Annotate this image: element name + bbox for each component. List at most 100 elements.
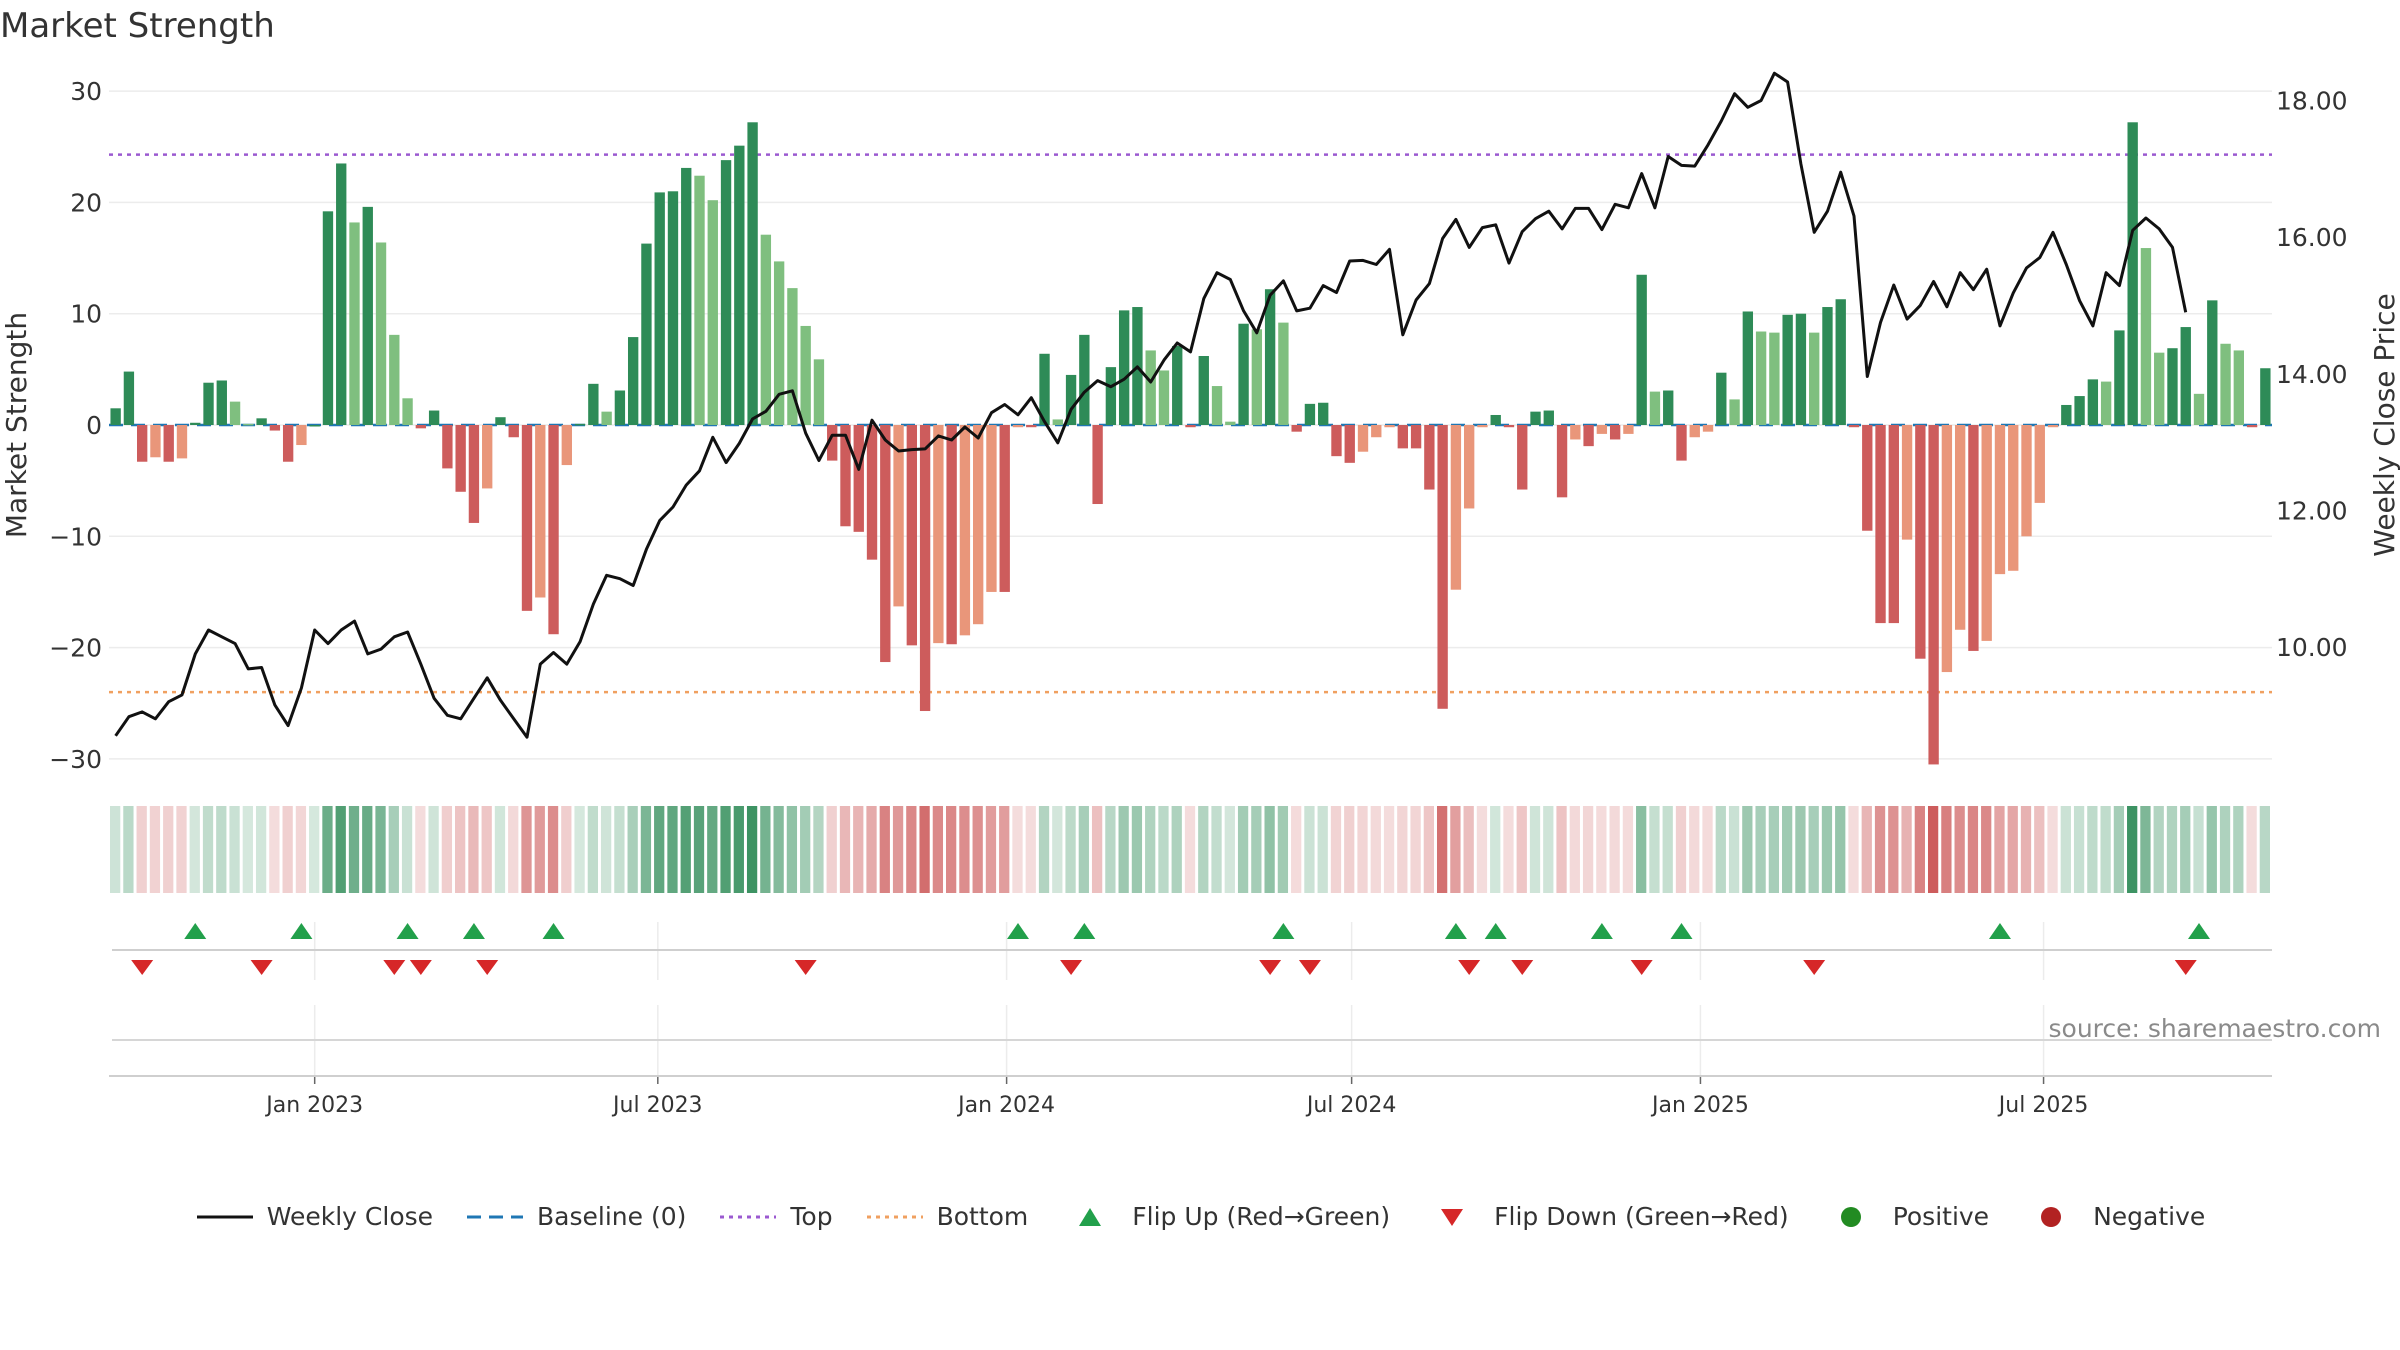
legend-flip-down: Flip Down (Green→Red) — [1422, 1202, 1789, 1231]
heat-cell — [932, 806, 944, 893]
legend-baseline: Baseline (0) — [465, 1202, 686, 1231]
strength-bar — [402, 398, 413, 425]
flip-down-marker — [2174, 960, 2197, 975]
triangle-up-icon — [1079, 1207, 1102, 1226]
y-tick-label: 20 — [70, 188, 102, 217]
strength-bar — [999, 425, 1010, 592]
strength-bar — [614, 390, 626, 425]
strength-bar — [1105, 367, 1117, 425]
strength-bar — [747, 122, 758, 426]
legend-baseline-label: Baseline (0) — [537, 1202, 687, 1231]
bottom-swatch-icon — [866, 1215, 923, 1218]
strength-bar — [2008, 425, 2019, 571]
strength-bar — [548, 425, 559, 635]
heat-cell — [1012, 806, 1023, 893]
legend: Weekly Close Baseline (0) Top Bottom Fli… — [0, 1202, 2400, 1231]
heat-cell — [2193, 806, 2204, 893]
strength-bar — [203, 382, 214, 425]
strength-bar — [1318, 402, 1329, 425]
strength-bar — [906, 425, 918, 646]
legend-bottom-label: Bottom — [936, 1202, 1029, 1231]
strength-bar — [508, 425, 519, 438]
heat-cell — [2100, 806, 2111, 893]
heat-cell — [401, 806, 413, 893]
strength-bar — [349, 222, 360, 425]
heat-cell — [322, 806, 333, 893]
heat-cell — [1795, 806, 1806, 893]
x-tick-label: Jul 2025 — [1997, 1093, 2089, 1118]
heat-cell — [189, 806, 200, 893]
strength-bar — [362, 206, 373, 425]
heat-cell — [680, 806, 691, 893]
strength-bar — [1371, 425, 1382, 438]
strength-bar — [2140, 248, 2152, 425]
heat-cell — [428, 806, 439, 893]
strength-bar — [1437, 425, 1448, 709]
positive-dot-icon — [1840, 1206, 1861, 1227]
y-tick-label: 0 — [86, 411, 102, 440]
heat-cell — [176, 806, 187, 893]
legend-flip-up: Flip Up (Red→Green) — [1060, 1202, 1390, 1231]
heat-cell — [335, 806, 346, 893]
heat-cell — [587, 806, 598, 893]
strength-bar — [946, 425, 957, 645]
strength-bar — [1238, 323, 1249, 425]
heat-cell — [136, 806, 147, 893]
strength-bar — [1636, 274, 1647, 425]
strength-bar — [1822, 307, 1833, 425]
heat-cell — [2073, 806, 2085, 893]
heat-cell — [1038, 806, 1050, 893]
strength-bar — [296, 425, 307, 446]
heat-cell — [906, 806, 917, 893]
heat-cell — [1277, 806, 1289, 893]
heat-cell — [813, 806, 824, 893]
strength-bar — [1596, 425, 1608, 434]
heat-cell — [800, 806, 811, 893]
heat-cell — [1476, 806, 1488, 893]
strength-bar — [1172, 345, 1183, 425]
strength-bar — [1264, 289, 1276, 425]
heat-cell — [1622, 806, 1634, 893]
heat-cell — [1543, 806, 1554, 893]
heat-cell — [375, 806, 386, 893]
heat-cell — [1808, 806, 1819, 893]
y2-tick-label: 16.00 — [2276, 223, 2348, 252]
heat-cell — [1105, 806, 1116, 893]
legend-top: Top — [718, 1202, 833, 1231]
legend-weekly-close: Weekly Close — [195, 1202, 433, 1231]
heat-cell — [999, 806, 1010, 893]
strength-bar — [959, 425, 971, 636]
weekly-close-swatch-icon — [196, 1215, 253, 1218]
heat-cell — [1158, 806, 1169, 893]
heat-cell — [1529, 806, 1541, 893]
strength-bar — [1928, 425, 1939, 765]
flip-down-marker — [1298, 960, 1321, 975]
strength-bar — [1225, 421, 1236, 425]
strength-bar — [1490, 414, 1501, 425]
strength-bar — [1888, 425, 1899, 624]
heat-cell — [163, 806, 174, 893]
flip-up-marker — [1073, 923, 1096, 939]
strength-bar — [1397, 425, 1408, 449]
heat-cell — [1874, 806, 1886, 893]
heat-cell — [2206, 806, 2217, 893]
heat-cell — [1317, 806, 1328, 893]
y-tick-label: −20 — [49, 634, 102, 663]
strength-bar — [1543, 410, 1554, 425]
heat-cell — [1901, 806, 1912, 893]
heat-cell — [919, 806, 930, 893]
heat-cell — [1835, 806, 1846, 893]
heat-cell — [1914, 806, 1925, 893]
legend-bottom: Bottom — [865, 1202, 1029, 1231]
strength-bar — [1450, 425, 1462, 590]
strength-bar — [840, 425, 851, 527]
weekly-close-line — [114, 71, 2188, 739]
strength-bar — [176, 425, 188, 459]
strength-bar — [2154, 352, 2165, 425]
heat-cell — [1370, 806, 1381, 893]
strength-bar — [1795, 313, 1807, 425]
heat-cell — [2060, 806, 2071, 893]
heat-cell — [2020, 806, 2032, 893]
strength-bar — [309, 425, 320, 427]
